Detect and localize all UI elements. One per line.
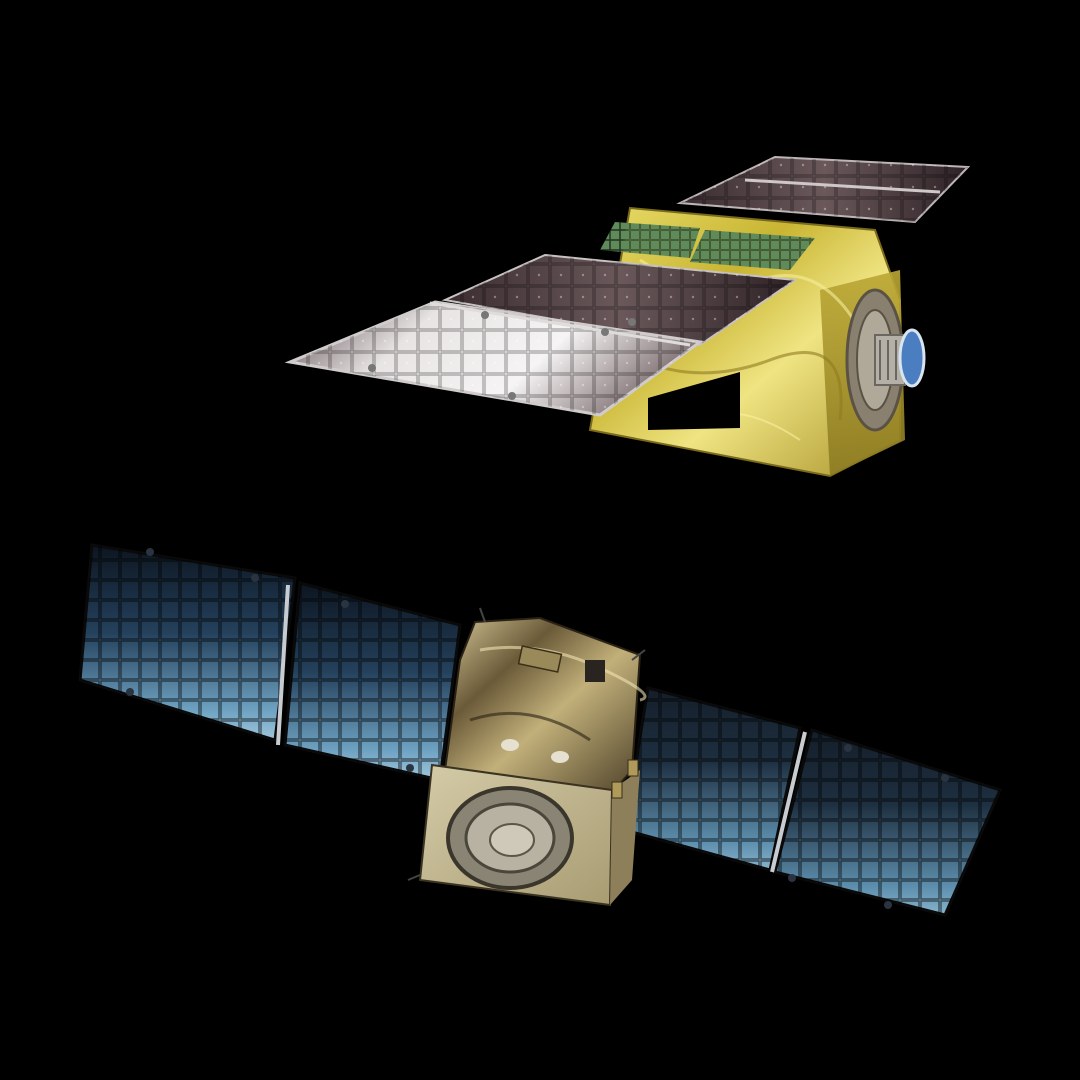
docking-ring-icon <box>446 786 574 890</box>
servicer-satellite <box>284 155 971 478</box>
client-solar-array-left <box>78 543 462 782</box>
client-solar-array-right <box>623 686 1003 917</box>
servicer-bus <box>588 206 926 478</box>
servicer-solar-array-rear <box>676 155 971 224</box>
docking-plate-icon <box>845 288 926 432</box>
client-bus <box>407 607 647 907</box>
client-satellite <box>78 543 1003 917</box>
servicer-solar-array-front <box>284 253 798 417</box>
